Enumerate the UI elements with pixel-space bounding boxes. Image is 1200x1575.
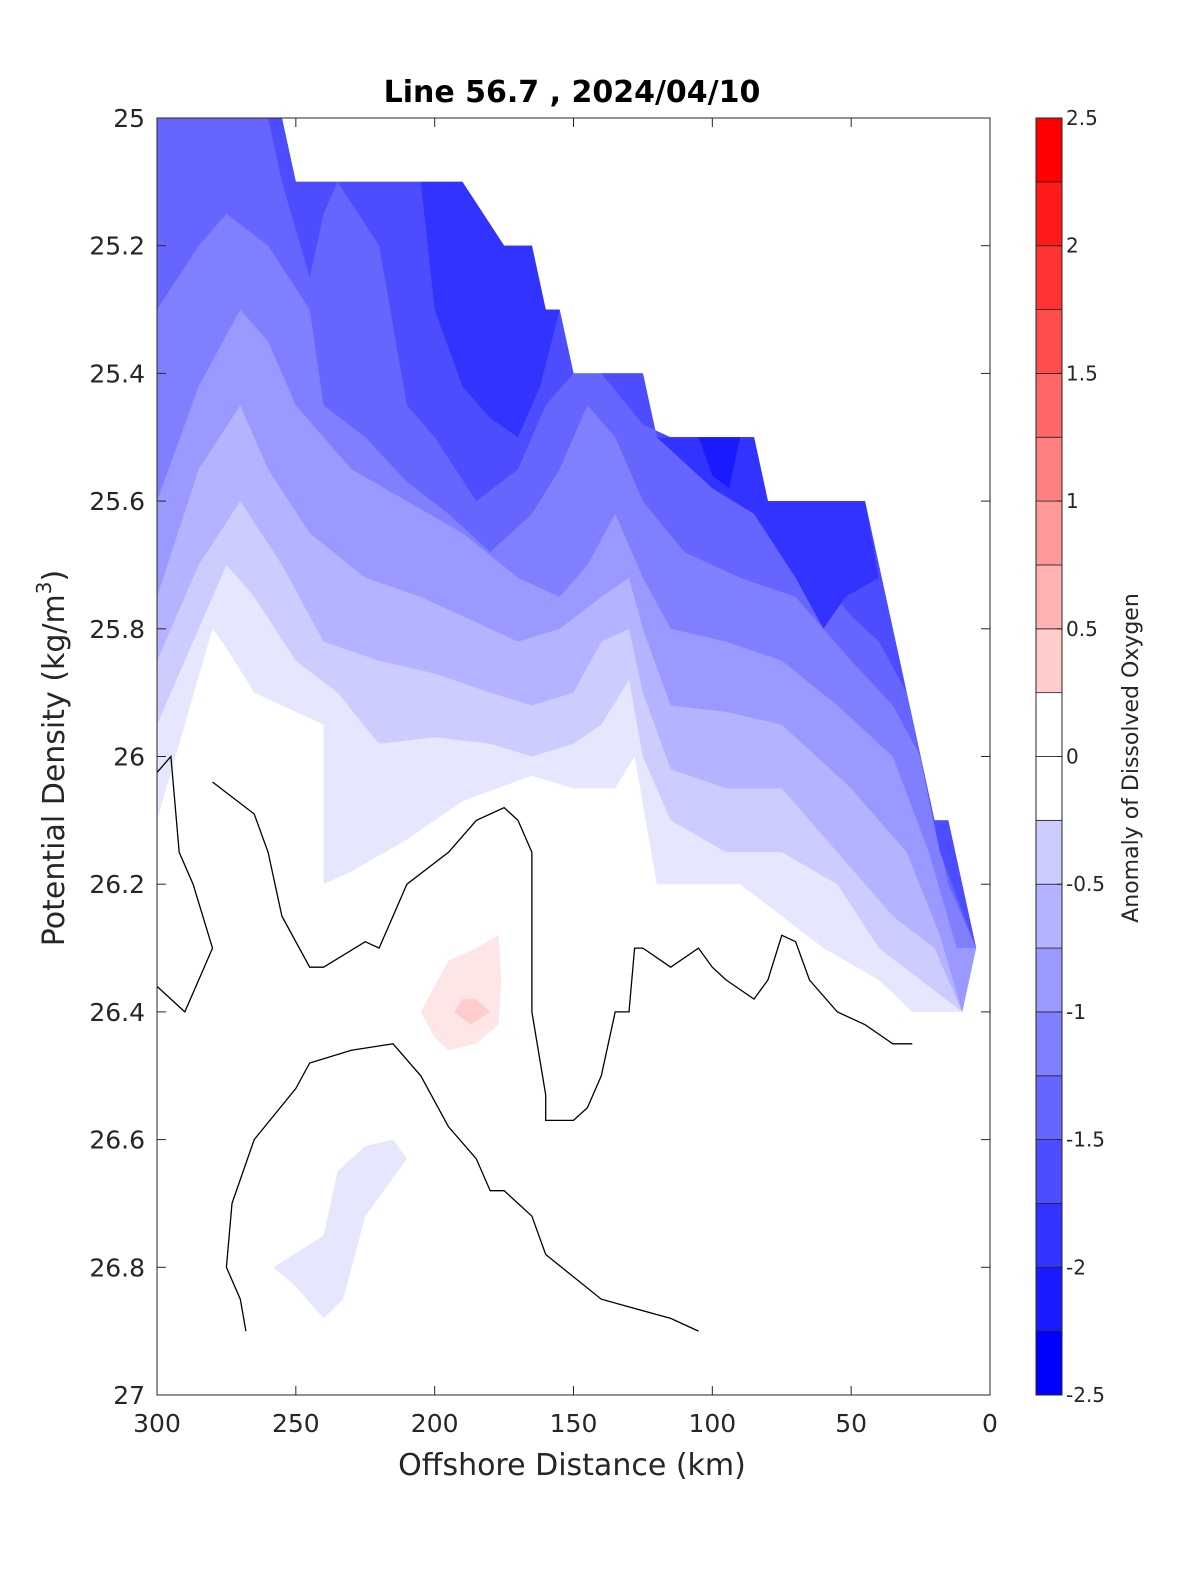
colorbar-tick-label: -1: [1066, 1000, 1086, 1024]
colorbar-segment: [1035, 1203, 1063, 1268]
x-tick-label: 200: [411, 1409, 459, 1438]
colorbar-tick-label: 0: [1066, 745, 1079, 769]
contour-band: [157, 118, 977, 949]
y-axis-label-close: ): [37, 570, 72, 582]
colorbar-segment: [1035, 756, 1063, 821]
y-tick-label: 25.8: [89, 615, 145, 644]
colorbar-segment: [1035, 117, 1063, 183]
y-tick-label: 25.4: [89, 359, 145, 388]
colorbar-tick-label: 1: [1066, 489, 1079, 513]
colorbar-label: Anomaly of Dissolved Oxygen: [1119, 593, 1144, 923]
y-tick-label: 26.6: [89, 1126, 145, 1155]
zero-contour-line: [157, 754, 214, 1013]
colorbar-tick-label: -0.5: [1066, 872, 1105, 896]
colorbar-segment: [1035, 1330, 1063, 1396]
x-tick-label: 0: [982, 1409, 998, 1438]
colorbar-segment: [1035, 564, 1063, 630]
colorbar-segment: [1035, 819, 1063, 885]
colorbar-segment: [1035, 309, 1063, 374]
contour-band: [273, 1139, 407, 1319]
colorbar-segment: [1035, 1075, 1063, 1140]
colorbar-segment: [1035, 1011, 1063, 1077]
x-tick-label: 300: [133, 1409, 181, 1438]
y-tick-label: 25: [113, 104, 145, 133]
x-tick-label: 50: [835, 1409, 867, 1438]
colorbar-segment: [1035, 628, 1063, 694]
y-tick-label: 27: [113, 1381, 145, 1410]
colorbar-segment: [1035, 500, 1063, 566]
colorbar-segment: [1035, 947, 1063, 1013]
contour-band: [781, 1248, 885, 1332]
colorbar: 2.5 2 1.5 1 0.5 0 -0.5 -1 -1.5 -2 -2.5: [1035, 106, 1105, 1407]
y-tick-label: 26: [113, 743, 145, 772]
colorbar-segment: [1035, 692, 1063, 757]
contour-band: [773, 1139, 824, 1223]
y-axis-label-main: Potential Density (kg/m: [37, 594, 72, 946]
y-tick-label: 26.4: [89, 998, 145, 1027]
contour-band: [157, 1050, 269, 1236]
colorbar-segment: [1035, 181, 1063, 247]
colorbar-segment: [1035, 372, 1063, 438]
colorbar-tick-label: -1.5: [1066, 1128, 1105, 1152]
chart-title: Line 56.7 , 2024/04/10: [384, 75, 761, 110]
y-axis-label: Potential Density (kg/m3): [32, 570, 72, 946]
colorbar-tick-label: 0.5: [1066, 617, 1098, 641]
colorbar-segment: [1035, 245, 1063, 310]
zero-contour-line: [225, 1043, 699, 1332]
y-axis-label-superscript: 3: [32, 581, 56, 594]
colorbar-tick-label: -2.5: [1066, 1383, 1105, 1407]
contour-band: [420, 181, 560, 438]
contour-band: [420, 935, 502, 1051]
contour-band: [817, 1075, 852, 1115]
contour-band: [454, 999, 491, 1025]
colorbar-segment: [1035, 436, 1063, 502]
colorbar-tick-label: 1.5: [1066, 361, 1098, 385]
colorbar-segment: [1035, 883, 1063, 949]
y-tick-label: 26.2: [89, 870, 145, 899]
filled-contours: [157, 118, 977, 1332]
y-tick-label: 25.6: [89, 487, 145, 516]
x-tick-label: 150: [550, 1409, 598, 1438]
x-tick-label: 250: [272, 1409, 320, 1438]
colorbar-segment: [1035, 1139, 1063, 1204]
colorbar-tick-label: 2: [1066, 234, 1079, 258]
contour-band: [656, 437, 879, 629]
zero-contour-lines: [157, 754, 913, 1332]
y-tick-label: 26.8: [89, 1253, 145, 1282]
x-axis-ticks: 300 250 200 150 100 50 0: [133, 118, 998, 1438]
x-axis-label: Offshore Distance (km): [398, 1448, 746, 1483]
y-axis-ticks: 25 25.2 25.4 25.6 25.8 26 26.2 26.4 26.6 26.8 27: [89, 104, 990, 1410]
zero-contour-line: [212, 781, 913, 1122]
x-tick-label: 100: [688, 1409, 736, 1438]
colorbar-tick-label: -2: [1066, 1255, 1086, 1279]
colorbar-segment: [1035, 1266, 1063, 1332]
y-tick-label: 25.2: [89, 232, 145, 261]
colorbar-tick-label: 2.5: [1066, 106, 1098, 130]
contour-band: [698, 437, 741, 489]
